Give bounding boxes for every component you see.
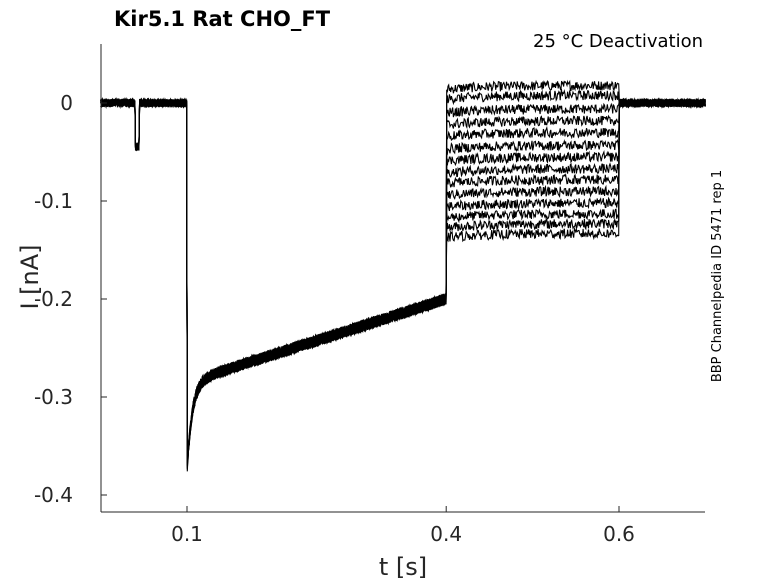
- x-tick-label: 0.1: [171, 522, 203, 546]
- y-tick-label: 0: [60, 91, 73, 115]
- y-tick-label: -0.2: [34, 287, 73, 311]
- y-tick-label: -0.4: [34, 483, 73, 507]
- y-tick-label: -0.1: [34, 189, 73, 213]
- current-trace: [100, 97, 706, 462]
- x-tick-label: 0.4: [430, 522, 462, 546]
- current-trace: [100, 97, 706, 462]
- current-trace: [100, 97, 706, 461]
- y-tick-label: -0.3: [34, 385, 73, 409]
- current-trace: [100, 97, 706, 464]
- current-trace: [100, 97, 706, 462]
- x-tick-label: 0.6: [603, 522, 635, 546]
- current-trace: [100, 97, 706, 466]
- condition-annotation: 25 °C Deactivation: [533, 31, 703, 52]
- current-trace: [100, 79, 706, 466]
- x-ticks: 0.1 0.4 0.6: [171, 506, 635, 546]
- channelpedia-id-label: BBP Channelpedia ID 5471 rep 1: [710, 170, 725, 382]
- current-traces: [100, 79, 706, 472]
- y-ticks: 0 -0.1 -0.2 -0.3 -0.4: [34, 91, 107, 507]
- plot-axes: [100, 44, 705, 513]
- chart-title: Kir5.1 Rat CHO_FT: [114, 7, 331, 31]
- current-trace: [100, 97, 706, 461]
- current-trace: [100, 97, 706, 462]
- y-axis-label: I [nA]: [16, 244, 44, 309]
- x-axis-label: t [s]: [379, 553, 427, 581]
- current-trace: [100, 96, 706, 463]
